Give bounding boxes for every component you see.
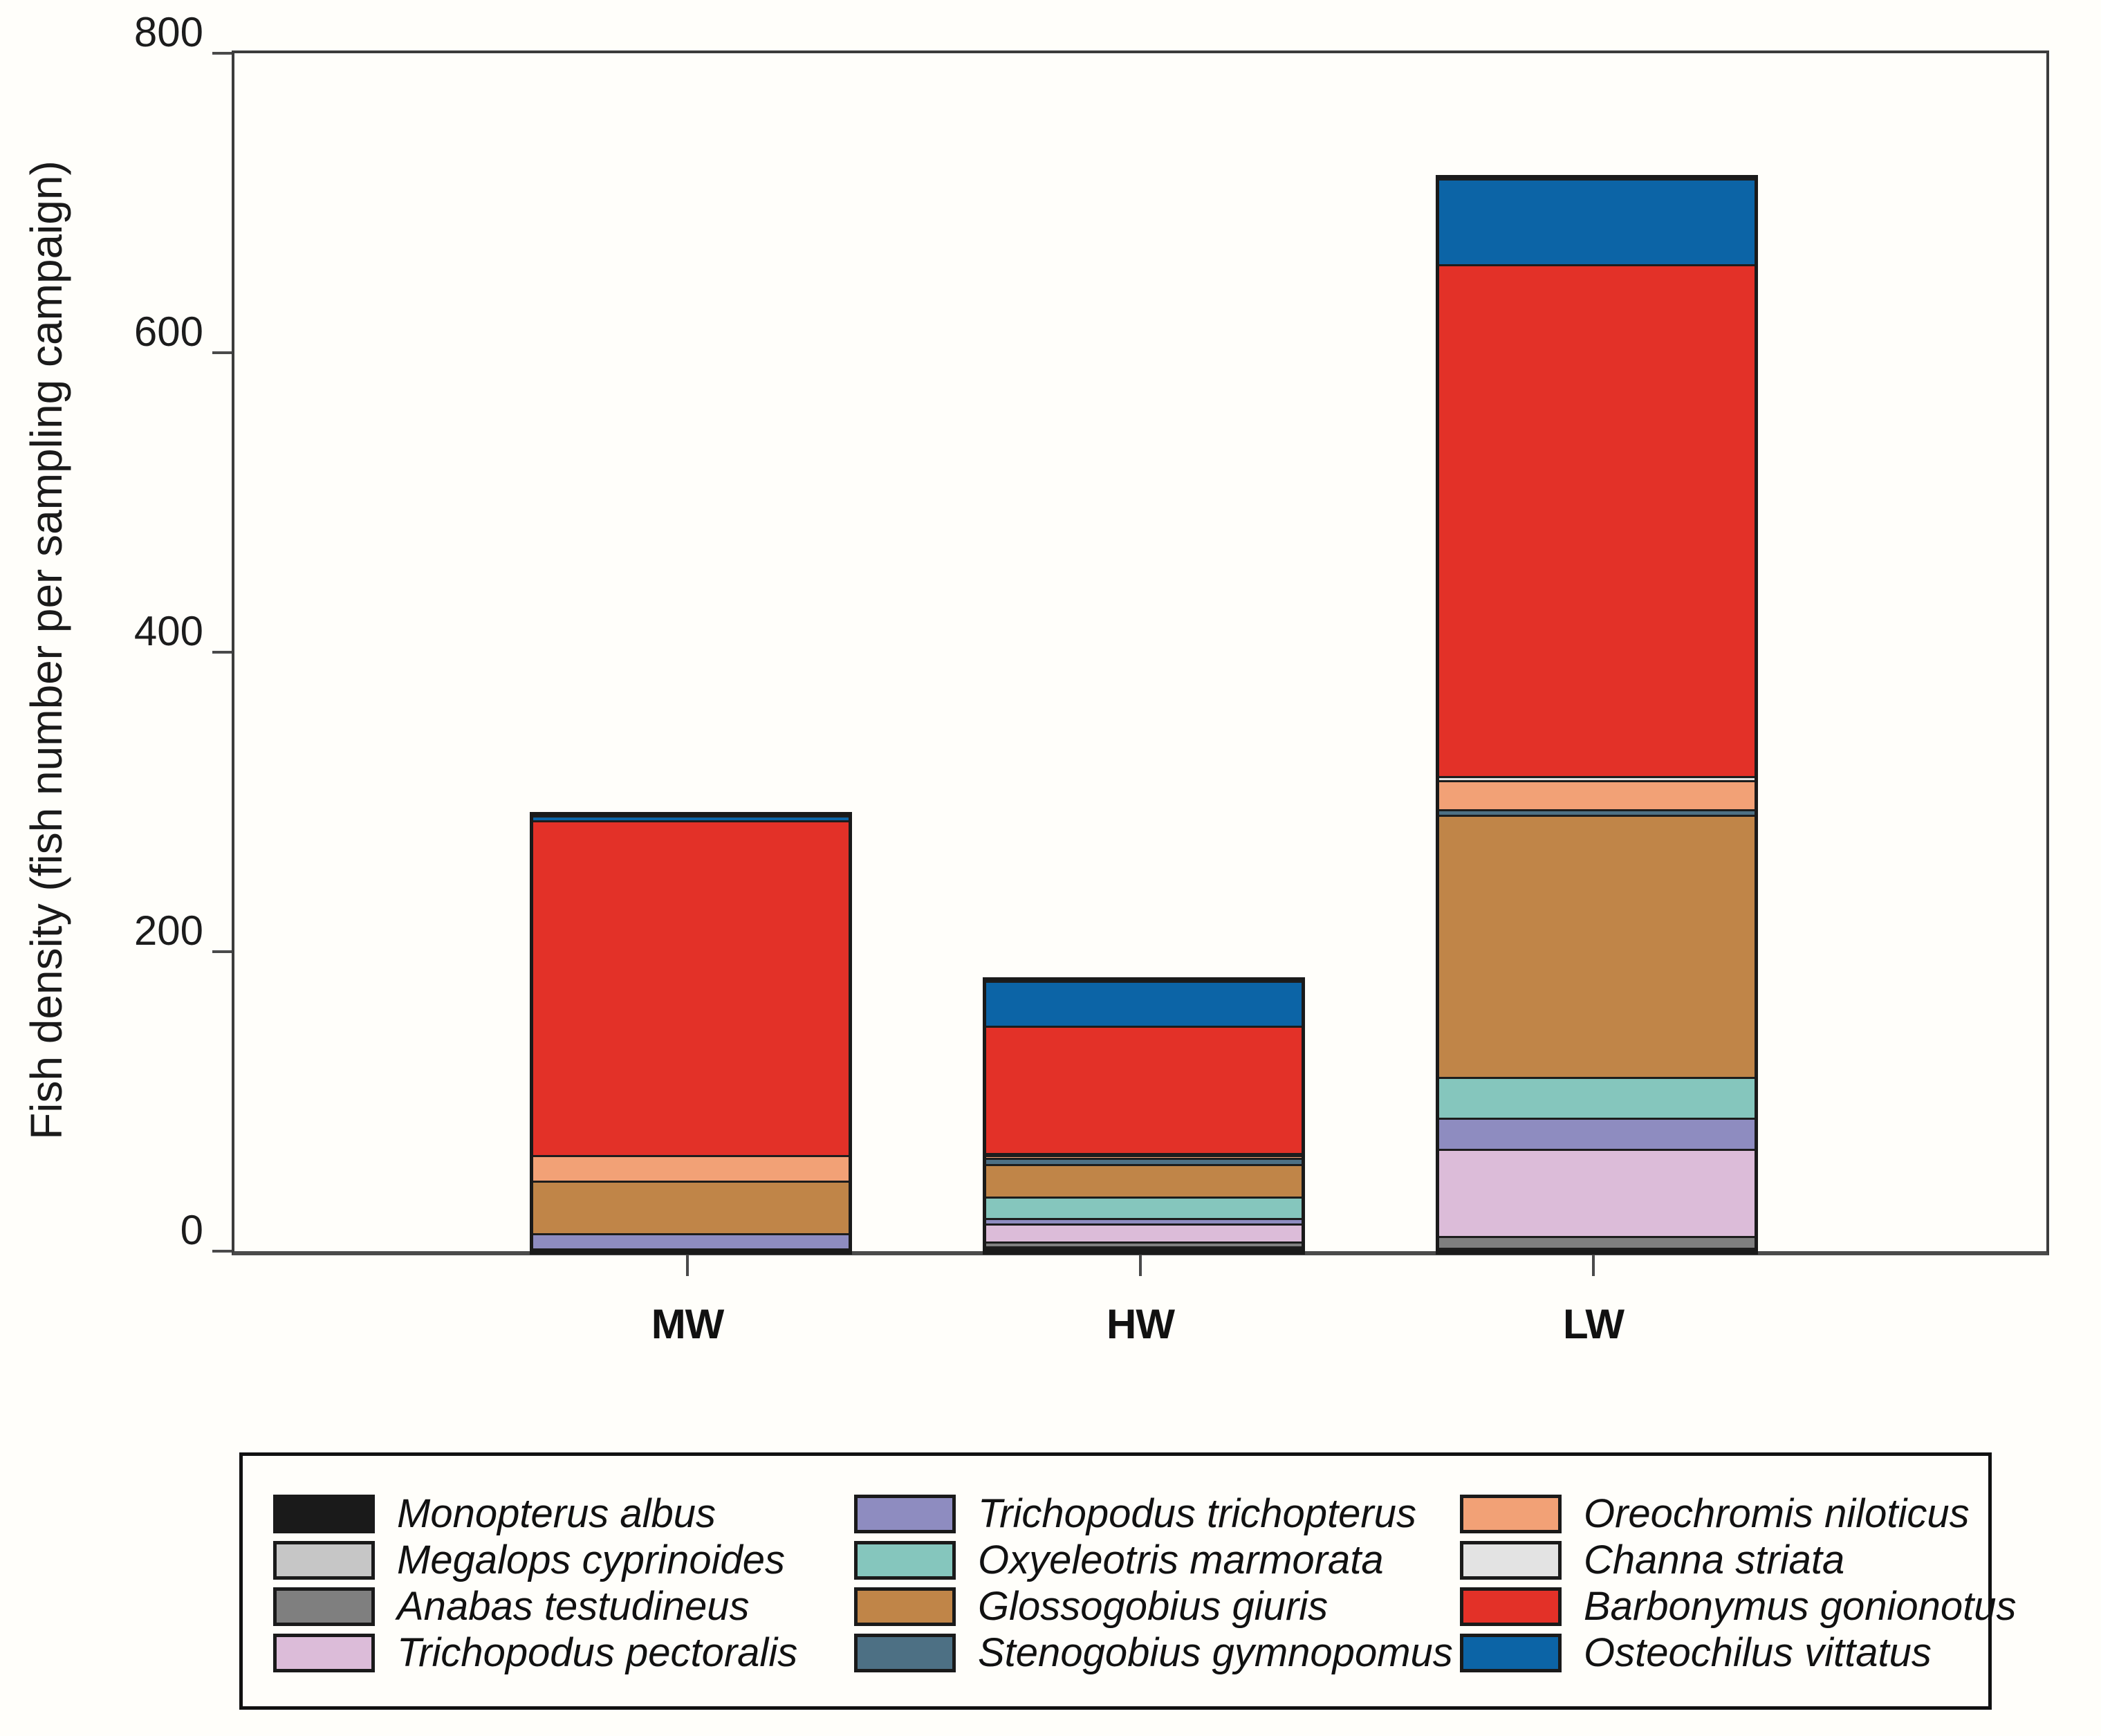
legend-item: Oxyeleotris marmorata [854, 1537, 1460, 1583]
legend-item: Anabas testudineus [273, 1583, 854, 1629]
bar-segment [1439, 780, 1755, 809]
bar-segment [1439, 809, 1755, 815]
legend-item: Trichopodus pectoralis [273, 1629, 854, 1676]
legend-item: Osteochilus vittatus [1460, 1629, 2017, 1676]
x-axis-category-label: HW [1107, 1301, 1175, 1347]
bar-segment [533, 1248, 849, 1251]
legend-item: Megalops cyprinoides [273, 1537, 854, 1583]
legend-color-swatch [1460, 1633, 1562, 1672]
legend-color-swatch [1460, 1587, 1562, 1626]
bar-segment [986, 1157, 1302, 1164]
legend-item: Oreochromis niloticus [1460, 1490, 2017, 1537]
legend-species-label: Megalops cyprinoides [397, 1538, 785, 1582]
y-axis-tick-label: 400 [133, 608, 203, 654]
legend-color-swatch [1460, 1494, 1562, 1533]
bar-segment [1439, 775, 1755, 781]
y-axis-tick-label: 600 [133, 308, 203, 355]
legend-item: Stenogobius gymnopomus [854, 1629, 1460, 1676]
y-axis-tick [212, 351, 232, 354]
legend: Monopterus albus Megalops cyprinoides Anab… [239, 1452, 2017, 1710]
y-axis-tick [212, 651, 232, 654]
legend-item: Trichopodus trichopterus [854, 1490, 1460, 1537]
y-axis-tick [212, 950, 232, 953]
legend-species-label: Barbonymus gonionotus [1584, 1584, 2017, 1629]
bar-segment [1439, 1077, 1755, 1118]
legend-color-swatch [854, 1494, 956, 1533]
x-axis-tick [686, 1255, 689, 1276]
bar-segment [986, 1248, 1302, 1251]
legend-color-swatch [854, 1587, 956, 1626]
legend-color-swatch [1460, 1540, 1562, 1580]
x-axis-category-label: MW [651, 1301, 725, 1347]
bar-segment [986, 1246, 1302, 1248]
bar-segment [533, 815, 849, 820]
bar-segment [1439, 1148, 1755, 1236]
bar-segment [986, 1152, 1302, 1155]
bar-segment [986, 1241, 1302, 1246]
legend-color-swatch [273, 1633, 375, 1672]
legend-species-label: Oxyeleotris marmorata [978, 1538, 1384, 1582]
legend-species-label: Channa striata [1584, 1538, 1845, 1582]
bar-segment [533, 1181, 849, 1234]
legend-species-label: Trichopodus pectoralis [397, 1630, 798, 1675]
legend-species-label: Stenogobius gymnopomus [978, 1630, 1453, 1675]
legend-species-label: Osteochilus vittatus [1584, 1630, 1932, 1675]
x-axis-tick [1139, 1255, 1142, 1276]
y-axis-tick-label: 200 [133, 907, 203, 954]
bar-segment [986, 1223, 1302, 1242]
bar-segment [986, 1197, 1302, 1218]
legend-color-swatch [273, 1494, 375, 1533]
legend-color-swatch [273, 1587, 375, 1626]
y-axis-tick [212, 1250, 232, 1253]
legend-species-label: Anabas testudineus [397, 1584, 750, 1629]
bar-segment [1439, 264, 1755, 776]
bar-segment [1439, 815, 1755, 1078]
legend-color-swatch [854, 1633, 956, 1672]
legend-item: Glossogobius giuris [854, 1583, 1460, 1629]
legend-color-swatch [273, 1540, 375, 1580]
bar-segment [1439, 1247, 1755, 1250]
stacked-bar-hw [983, 977, 1305, 1255]
legend-species-label: Trichopodus trichopterus [978, 1491, 1417, 1536]
legend-item: Channa striata [1460, 1537, 2017, 1583]
legend-species-label: Oreochromis niloticus [1584, 1491, 1970, 1536]
bar-segment [1439, 1117, 1755, 1149]
y-axis-tick [212, 52, 232, 55]
legend-color-swatch [854, 1540, 956, 1580]
legend-item: Barbonymus gonionotus [1460, 1583, 2017, 1629]
x-axis-tick [1592, 1255, 1595, 1276]
bar-segment [1439, 1235, 1755, 1248]
bar-segment [1439, 178, 1755, 264]
stacked-bar-mw [530, 812, 852, 1255]
bar-segment [1439, 1249, 1755, 1251]
y-axis-tick-label: 0 [180, 1207, 203, 1253]
bar-segment [986, 980, 1302, 1026]
plot-area: 0 200 400 600 800 MW HW LW [134, 12, 2049, 1347]
bar-segment [986, 1154, 1302, 1158]
legend-item: Monopterus albus [273, 1490, 854, 1537]
legend-species-label: Monopterus albus [397, 1491, 716, 1536]
bar-segment [533, 1155, 849, 1181]
x-axis-category-label: LW [1563, 1301, 1625, 1347]
bar-segment [986, 1025, 1302, 1153]
y-axis-tick-label: 800 [133, 9, 203, 55]
stacked-bar-lw [1436, 175, 1758, 1255]
legend-species-label: Glossogobius giuris [978, 1584, 1329, 1629]
bar-segment [533, 820, 849, 1156]
bar-segment [986, 1163, 1302, 1197]
bar-segment [533, 1233, 849, 1248]
bar-segment [986, 1217, 1302, 1224]
